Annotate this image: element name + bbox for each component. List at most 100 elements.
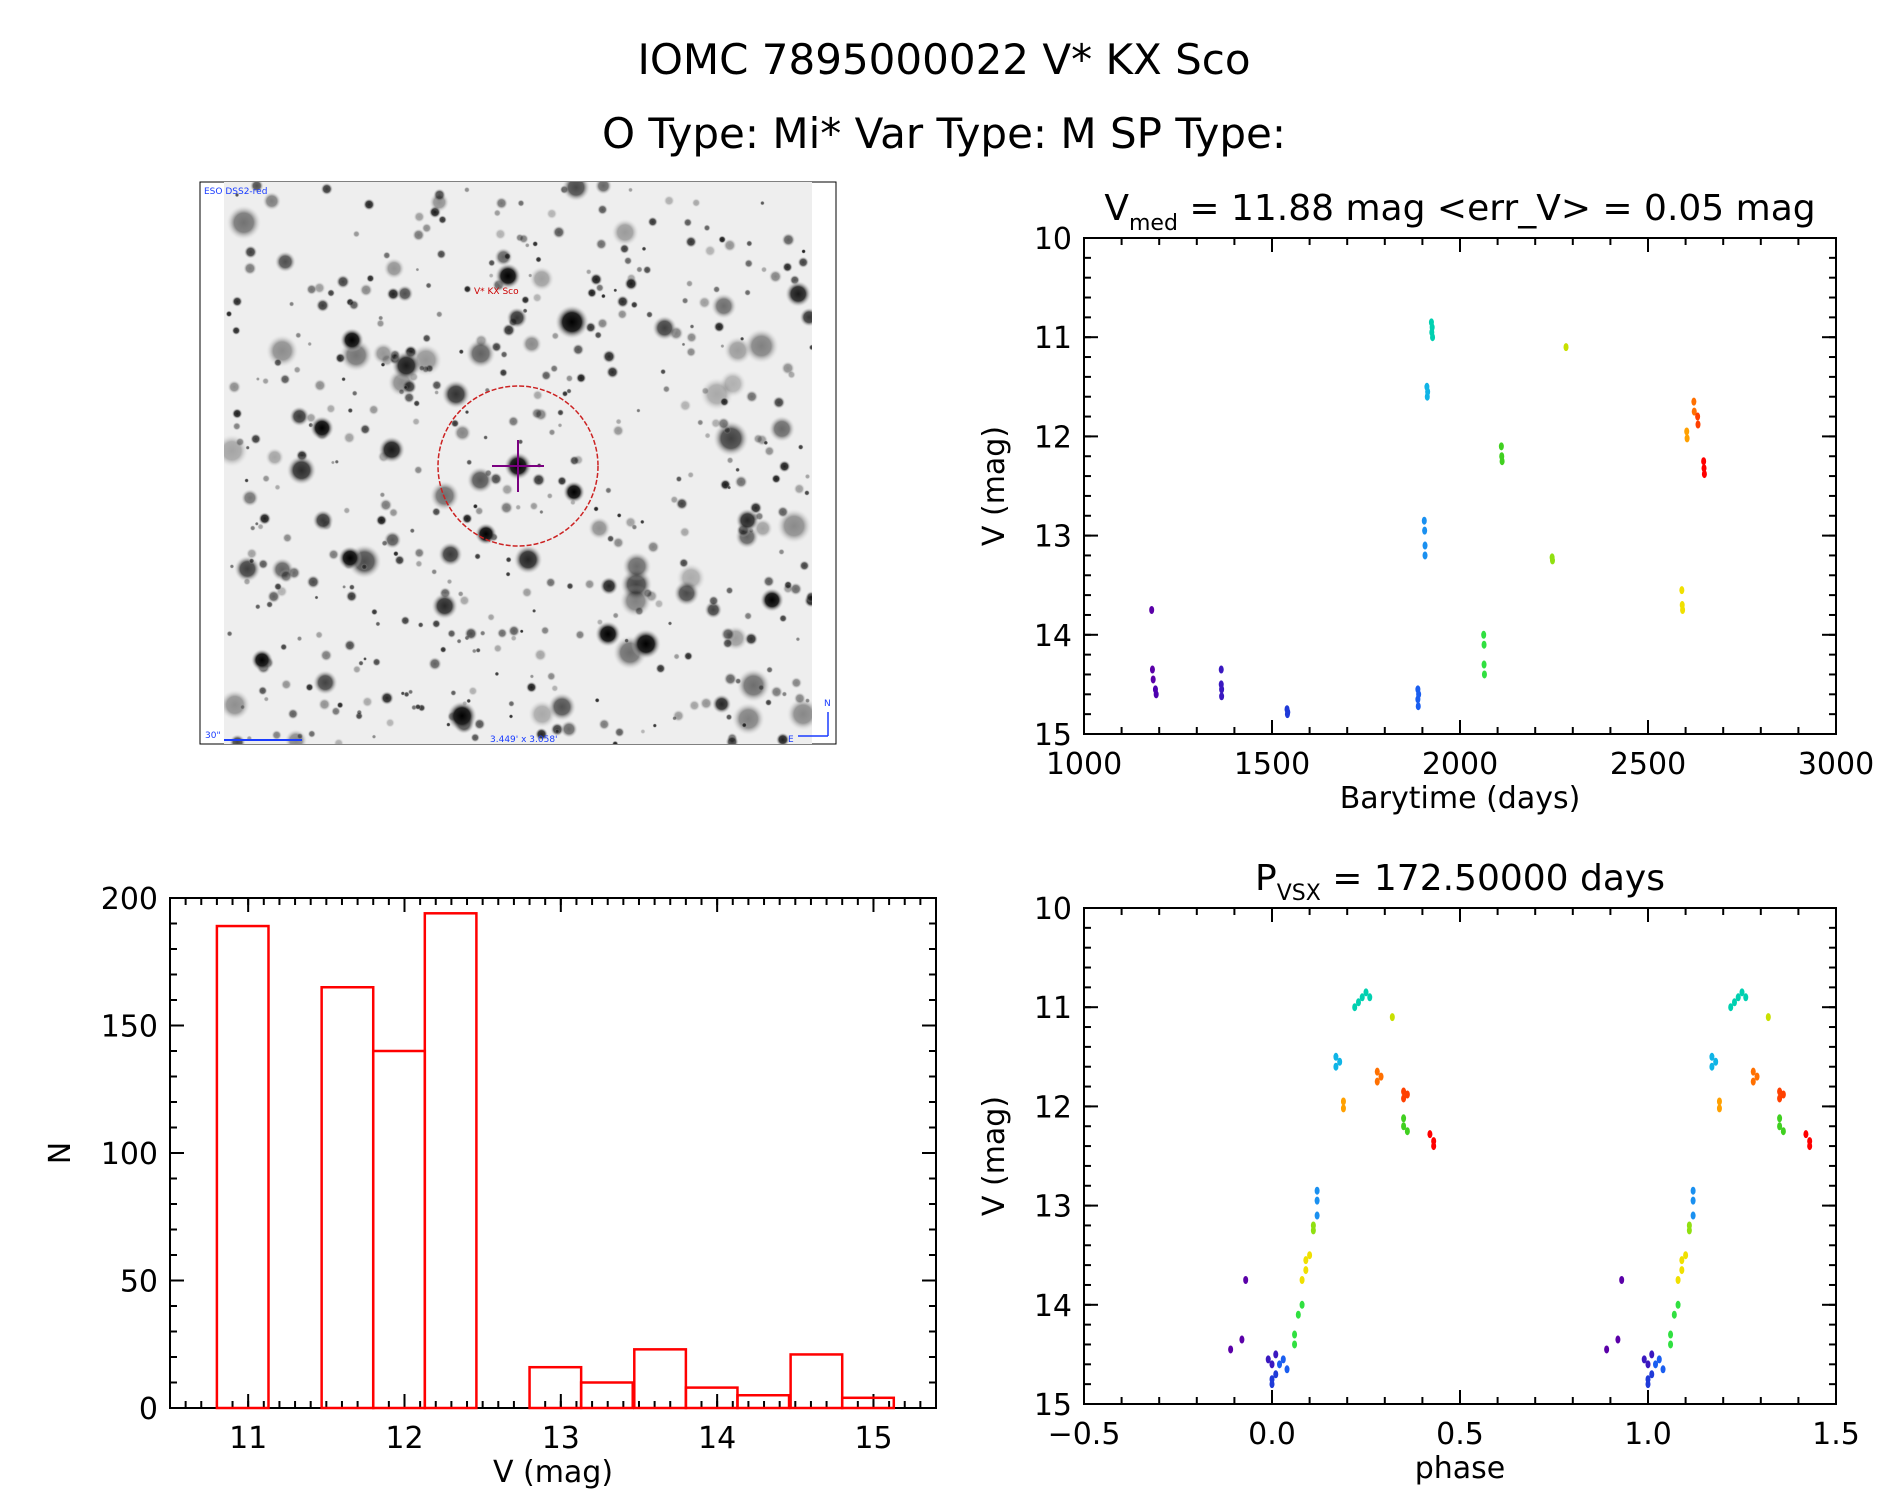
data-point — [1219, 692, 1225, 701]
star-icon — [778, 548, 785, 556]
star-icon — [799, 560, 810, 571]
star-icon — [421, 222, 432, 234]
data-point — [1499, 457, 1505, 466]
data-point — [1333, 1052, 1339, 1061]
x-tick-label: −0.5 — [1048, 1417, 1121, 1452]
data-point — [1307, 1251, 1313, 1260]
star-icon — [333, 738, 344, 744]
data-point — [1728, 1003, 1734, 1012]
star-icon — [744, 258, 754, 269]
star-icon — [507, 415, 520, 428]
star-icon — [429, 480, 460, 511]
star-icon — [505, 556, 512, 563]
star-icon — [704, 600, 723, 619]
star-icon — [352, 665, 362, 674]
data-point — [1303, 1256, 1309, 1265]
data-point — [1415, 702, 1421, 711]
star-icon — [635, 266, 643, 273]
star-icon — [593, 506, 599, 512]
star-icon — [368, 404, 380, 416]
data-point — [1314, 1186, 1320, 1195]
star-icon — [417, 621, 424, 629]
data-point — [1765, 1013, 1771, 1022]
star-icon — [438, 542, 463, 567]
star-icon — [319, 649, 333, 662]
star-icon — [704, 432, 711, 439]
star-icon — [691, 198, 701, 208]
data-point — [1807, 1142, 1813, 1151]
star-icon — [556, 409, 565, 417]
star-icon — [318, 698, 331, 711]
star-icon — [370, 608, 378, 616]
star-icon — [271, 729, 282, 741]
data-point — [1340, 1097, 1346, 1106]
data-point — [1549, 556, 1555, 565]
star-icon — [315, 298, 330, 313]
data-point — [1427, 1130, 1433, 1139]
star-icon — [250, 182, 264, 193]
data-point — [1431, 1142, 1437, 1151]
y-tick-label: 10 — [1034, 892, 1072, 927]
star-icon — [719, 397, 730, 407]
star-icon — [246, 547, 258, 560]
x-tick-label: 15 — [854, 1421, 892, 1456]
star-icon — [375, 621, 381, 627]
target-label: V* KX Sco — [474, 287, 519, 297]
data-point — [1615, 1335, 1621, 1344]
star-icon — [555, 305, 589, 339]
data-point — [1683, 1251, 1689, 1260]
data-point — [1695, 420, 1701, 429]
data-point — [1645, 1380, 1651, 1389]
star-icon — [479, 630, 486, 637]
data-point — [1425, 387, 1431, 396]
star-icon — [293, 365, 302, 374]
star-icon — [787, 370, 796, 380]
data-point — [1310, 1221, 1316, 1230]
data-point — [1679, 1256, 1685, 1265]
star-icon — [441, 380, 471, 409]
star-icon — [336, 274, 350, 289]
data-point — [1780, 1127, 1786, 1136]
star-icon — [305, 683, 314, 692]
star-icon — [556, 475, 568, 487]
star-icon — [473, 718, 486, 731]
data-point — [1716, 1104, 1722, 1113]
star-icon — [474, 552, 482, 560]
star-icon — [431, 379, 443, 391]
histogram-bar — [579, 1381, 634, 1410]
star-icon — [763, 445, 775, 457]
star-field — [224, 182, 812, 744]
star-icon — [502, 323, 516, 337]
data-point — [1401, 1087, 1407, 1096]
data-point — [1416, 690, 1422, 699]
star-icon — [545, 577, 557, 588]
data-point — [1292, 1330, 1298, 1339]
star-icon — [640, 728, 646, 735]
star-icon — [506, 307, 528, 329]
star-icon — [307, 341, 313, 347]
data-point — [1481, 660, 1487, 669]
data-point — [1777, 1122, 1783, 1131]
data-point — [1649, 1350, 1655, 1359]
star-icon — [488, 272, 494, 279]
star-icon — [279, 373, 291, 385]
star-icon — [688, 699, 701, 712]
star-icon — [596, 317, 609, 330]
x-tick-label: 1.5 — [1812, 1417, 1860, 1452]
star-icon — [645, 310, 654, 319]
star-icon — [343, 431, 356, 445]
star-icon — [557, 422, 563, 428]
star-icon — [698, 296, 711, 309]
star-icon — [529, 266, 555, 292]
data-point — [1686, 1221, 1692, 1230]
star-icon — [803, 489, 810, 496]
star-icon — [551, 331, 560, 340]
star-icon — [760, 266, 768, 273]
star-icon — [474, 506, 484, 516]
star-icon — [745, 390, 759, 403]
x-tick-label: 1.0 — [1624, 1417, 1672, 1452]
star-icon — [743, 611, 753, 621]
star-icon — [380, 691, 394, 705]
data-point — [1430, 333, 1436, 342]
star-icon — [778, 460, 791, 473]
